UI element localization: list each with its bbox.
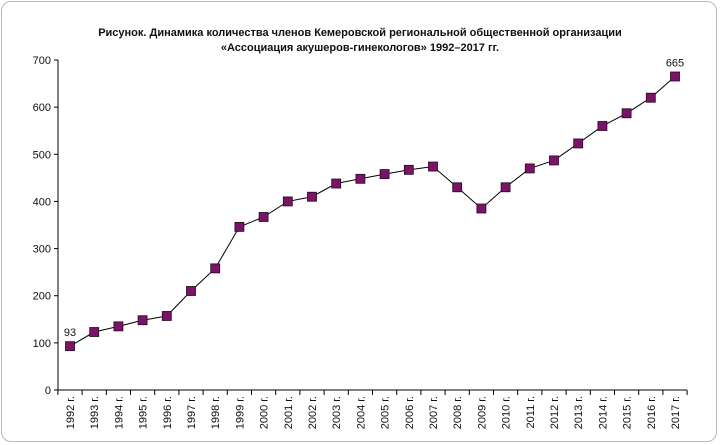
x-tick-label: 2015 г.: [622, 396, 634, 429]
x-tick-label: 1995 г.: [138, 396, 150, 429]
y-tick-label: 200: [33, 291, 51, 303]
x-tick-label: 2007 г.: [428, 396, 440, 429]
y-tick-label: 700: [33, 55, 51, 67]
y-tick-label: 300: [33, 244, 51, 256]
y-tick-label: 100: [33, 338, 51, 350]
data-point: [113, 321, 124, 332]
x-tick-label: 1993 г.: [89, 396, 101, 429]
chart-title-line2: «Ассоциация акушеров-гинекологов» 1992–2…: [220, 42, 500, 54]
data-point: [307, 191, 317, 202]
x-tick-label: 2001 г.: [283, 396, 295, 429]
data-point: [161, 311, 172, 321]
data-point: [282, 196, 293, 207]
x-tick-label: 2004 г.: [355, 396, 367, 429]
data-point: [379, 169, 390, 179]
x-tick-label: 1996 г.: [162, 396, 174, 429]
x-tick-label: 2017 г.: [670, 396, 682, 429]
data-point: [403, 164, 414, 175]
data-point: [524, 163, 535, 174]
x-tick-label: 2002 г.: [307, 396, 319, 429]
data-point: [89, 327, 100, 337]
data-point: [234, 221, 245, 232]
data-point: [258, 212, 269, 222]
data-point: [549, 155, 559, 166]
x-tick-label: 2011 г.: [525, 396, 537, 428]
data-point: [186, 286, 196, 296]
x-tick-label: 2014 г.: [597, 396, 609, 429]
y-tick-label: 400: [33, 196, 51, 208]
data-point: [645, 92, 656, 103]
x-tick-label: 1999 г.: [234, 396, 246, 429]
y-tick-label: 0: [45, 385, 51, 397]
data-point: [452, 182, 463, 193]
x-tick-label: 1998 г.: [210, 396, 222, 429]
data-point: [355, 173, 366, 184]
x-tick-label: 2016 г.: [646, 396, 658, 429]
chart-title-line1: Рисунок. Динамика количества членов Кеме…: [98, 27, 622, 39]
data-point: [670, 71, 680, 82]
data-point: [597, 121, 608, 131]
data-point: [137, 315, 148, 326]
data-point: [573, 138, 584, 149]
data-label: 665: [666, 58, 684, 70]
data-point: [210, 263, 221, 274]
series-line: [69, 76, 676, 347]
x-tick-label: 2009 г.: [476, 396, 488, 429]
x-tick-label: 2000 г.: [259, 396, 271, 429]
data-point: [621, 108, 632, 119]
data-label: 93: [64, 327, 76, 339]
y-tick-label: 500: [33, 149, 51, 161]
x-tick-label: 1992 г.: [65, 396, 77, 429]
chart-title: Рисунок. Динамика количества членов Кеме…: [0, 26, 720, 56]
x-tick-label: 1997 г.: [186, 396, 198, 429]
x-tick-label: 2010 г.: [501, 396, 513, 429]
data-point: [65, 341, 75, 352]
data-point: [476, 203, 487, 214]
data-point: [428, 161, 438, 172]
x-tick-label: 2005 г.: [380, 396, 392, 429]
x-tick-label: 2012 г.: [549, 396, 561, 429]
x-tick-label: 2006 г.: [404, 396, 416, 429]
x-tick-label: 1994 г.: [113, 396, 125, 429]
data-point: [331, 178, 342, 189]
data-point: [500, 182, 511, 193]
y-tick-label: 600: [33, 102, 51, 114]
x-tick-label: 2013 г.: [573, 396, 585, 429]
x-tick-label: 2008 г.: [452, 396, 464, 429]
x-tick-label: 2003 г.: [331, 396, 343, 429]
